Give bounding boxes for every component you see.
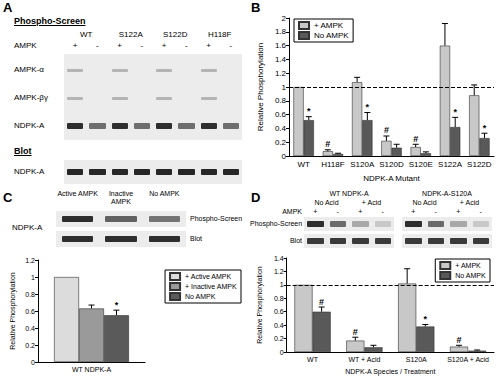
html-text:AMPK: AMPK: [14, 41, 37, 50]
svg-text:1: 1: [282, 83, 287, 92]
svg-text:S120D: S120D: [379, 160, 404, 169]
html-text:NDPK-A-S120A: NDPK-A-S120A: [422, 190, 472, 197]
svg-text:*: *: [307, 106, 311, 116]
svg-text:#: #: [456, 335, 461, 345]
svg-text:S120E: S120E: [409, 160, 433, 169]
svg-text:*: *: [115, 300, 119, 310]
svg-text:1.8: 1.8: [275, 27, 287, 36]
html-text:Inactive AMPK: Inactive AMPK: [108, 190, 133, 205]
svg-text:1: 1: [31, 274, 35, 281]
svg-text:*: *: [483, 123, 487, 133]
svg-text:#: #: [319, 297, 324, 307]
html-text:WT NDPK-A: WT NDPK-A: [329, 190, 369, 197]
svg-text:0.6: 0.6: [275, 110, 287, 119]
svg-text:+ Active AMPK: + Active AMPK: [185, 273, 231, 280]
svg-text:+ AMPK: + AMPK: [455, 262, 481, 269]
svg-text:1.4: 1.4: [275, 55, 287, 64]
svg-text:0.8: 0.8: [275, 96, 287, 105]
svg-text:1.6: 1.6: [275, 41, 287, 50]
svg-text:No AMPK: No AMPK: [314, 31, 349, 40]
html-text:B: B: [251, 0, 261, 15]
svg-text:0: 0: [280, 349, 284, 356]
svg-text:0.6: 0.6: [25, 308, 35, 315]
svg-text:#: #: [325, 139, 330, 149]
svg-text:1: 1: [280, 281, 284, 288]
html-text:H118F: H118F: [208, 30, 232, 39]
svg-text:S120A + Acid: S120A + Acid: [447, 356, 489, 363]
html-text:S122D: S122D: [163, 30, 188, 39]
html-text:Active AMPK: Active AMPK: [57, 190, 98, 197]
svg-text:S120A: S120A: [350, 160, 375, 169]
svg-text:0.8: 0.8: [274, 295, 284, 302]
svg-text:1.4: 1.4: [274, 255, 284, 262]
svg-text:#: #: [413, 134, 418, 144]
svg-text:Relative Phosphorylation: Relative Phosphorylation: [9, 272, 17, 350]
svg-text:NDPK-A Mutant: NDPK-A Mutant: [363, 174, 420, 183]
html-text:+ Acid: + Acid: [361, 199, 382, 206]
html-text:NDPK-A: NDPK-A: [14, 167, 45, 176]
svg-text:#: #: [384, 125, 389, 135]
svg-text:0.6: 0.6: [274, 308, 284, 315]
html-text:No Acid: No Acid: [412, 199, 437, 206]
html-text:WT: WT: [80, 30, 93, 39]
html-text:NDPK-A: NDPK-A: [14, 121, 45, 130]
svg-text:+ AMPK: + AMPK: [314, 21, 344, 30]
svg-text:2: 2: [282, 14, 287, 23]
html-text:Blot: Blot: [14, 146, 32, 156]
html-text:AMPK-βγ: AMPK-βγ: [14, 93, 48, 102]
svg-text:WT: WT: [297, 160, 310, 169]
html-text:Blot: Blot: [190, 235, 203, 242]
svg-text:1.2: 1.2: [25, 257, 35, 264]
svg-text:No AMPK: No AMPK: [185, 293, 216, 300]
html-text:C: C: [3, 190, 13, 205]
html-text:Phospho-Screen: Phospho-Screen: [190, 215, 243, 222]
svg-text:H118F: H118F: [321, 160, 345, 169]
svg-text:S122D: S122D: [467, 160, 492, 169]
svg-text:0.8: 0.8: [25, 291, 35, 298]
html-text:+ Acid: + Acid: [459, 199, 480, 206]
html-text:Blot: Blot: [289, 237, 302, 244]
svg-text:Relative Phosphorylation: Relative Phosphorylation: [256, 43, 265, 132]
svg-text:No AMPK: No AMPK: [455, 272, 486, 279]
svg-text:#: #: [353, 327, 358, 337]
svg-text:0.4: 0.4: [25, 325, 35, 332]
html-text:No AMPK: No AMPK: [149, 190, 180, 197]
svg-text:0.2: 0.2: [275, 138, 287, 147]
html-text:Phospho-Screen: Phospho-Screen: [250, 220, 303, 227]
svg-text:S122A: S122A: [438, 160, 463, 169]
svg-text:S120A: S120A: [406, 356, 427, 363]
svg-text:Relative Phosphorylation: Relative Phosphorylation: [256, 266, 264, 344]
svg-text:WT NDPK-A: WT NDPK-A: [72, 366, 111, 373]
svg-text:WT: WT: [307, 356, 319, 363]
svg-text:0: 0: [31, 359, 35, 366]
svg-text:0.2: 0.2: [274, 335, 284, 342]
svg-text:0.2: 0.2: [25, 342, 35, 349]
html-text:AMPK-α: AMPK-α: [14, 65, 44, 74]
svg-text:*: *: [424, 314, 428, 324]
svg-text:*: *: [366, 102, 370, 112]
svg-text:WT + Acid: WT + Acid: [348, 356, 380, 363]
svg-text:1.2: 1.2: [274, 268, 284, 275]
html-text:NDPK-A: NDPK-A: [12, 223, 43, 232]
html-text:Phospho-Screen: Phospho-Screen: [14, 16, 86, 26]
svg-text:0.4: 0.4: [274, 322, 284, 329]
html-text:A: A: [3, 0, 13, 15]
svg-text:1.2: 1.2: [275, 69, 287, 78]
svg-text:0: 0: [282, 152, 287, 161]
svg-text:0.4: 0.4: [275, 124, 287, 133]
svg-text:*: *: [453, 107, 457, 117]
html-text:D: D: [251, 190, 261, 205]
html-text:AMPK: AMPK: [282, 208, 302, 215]
svg-text:+ Inactive AMPK: + Inactive AMPK: [185, 283, 237, 290]
html-text:S122A: S122A: [118, 30, 143, 39]
html-text:No Acid: No Acid: [314, 199, 339, 206]
svg-text:NDPK-A Species / Treatment: NDPK-A Species / Treatment: [345, 368, 435, 376]
